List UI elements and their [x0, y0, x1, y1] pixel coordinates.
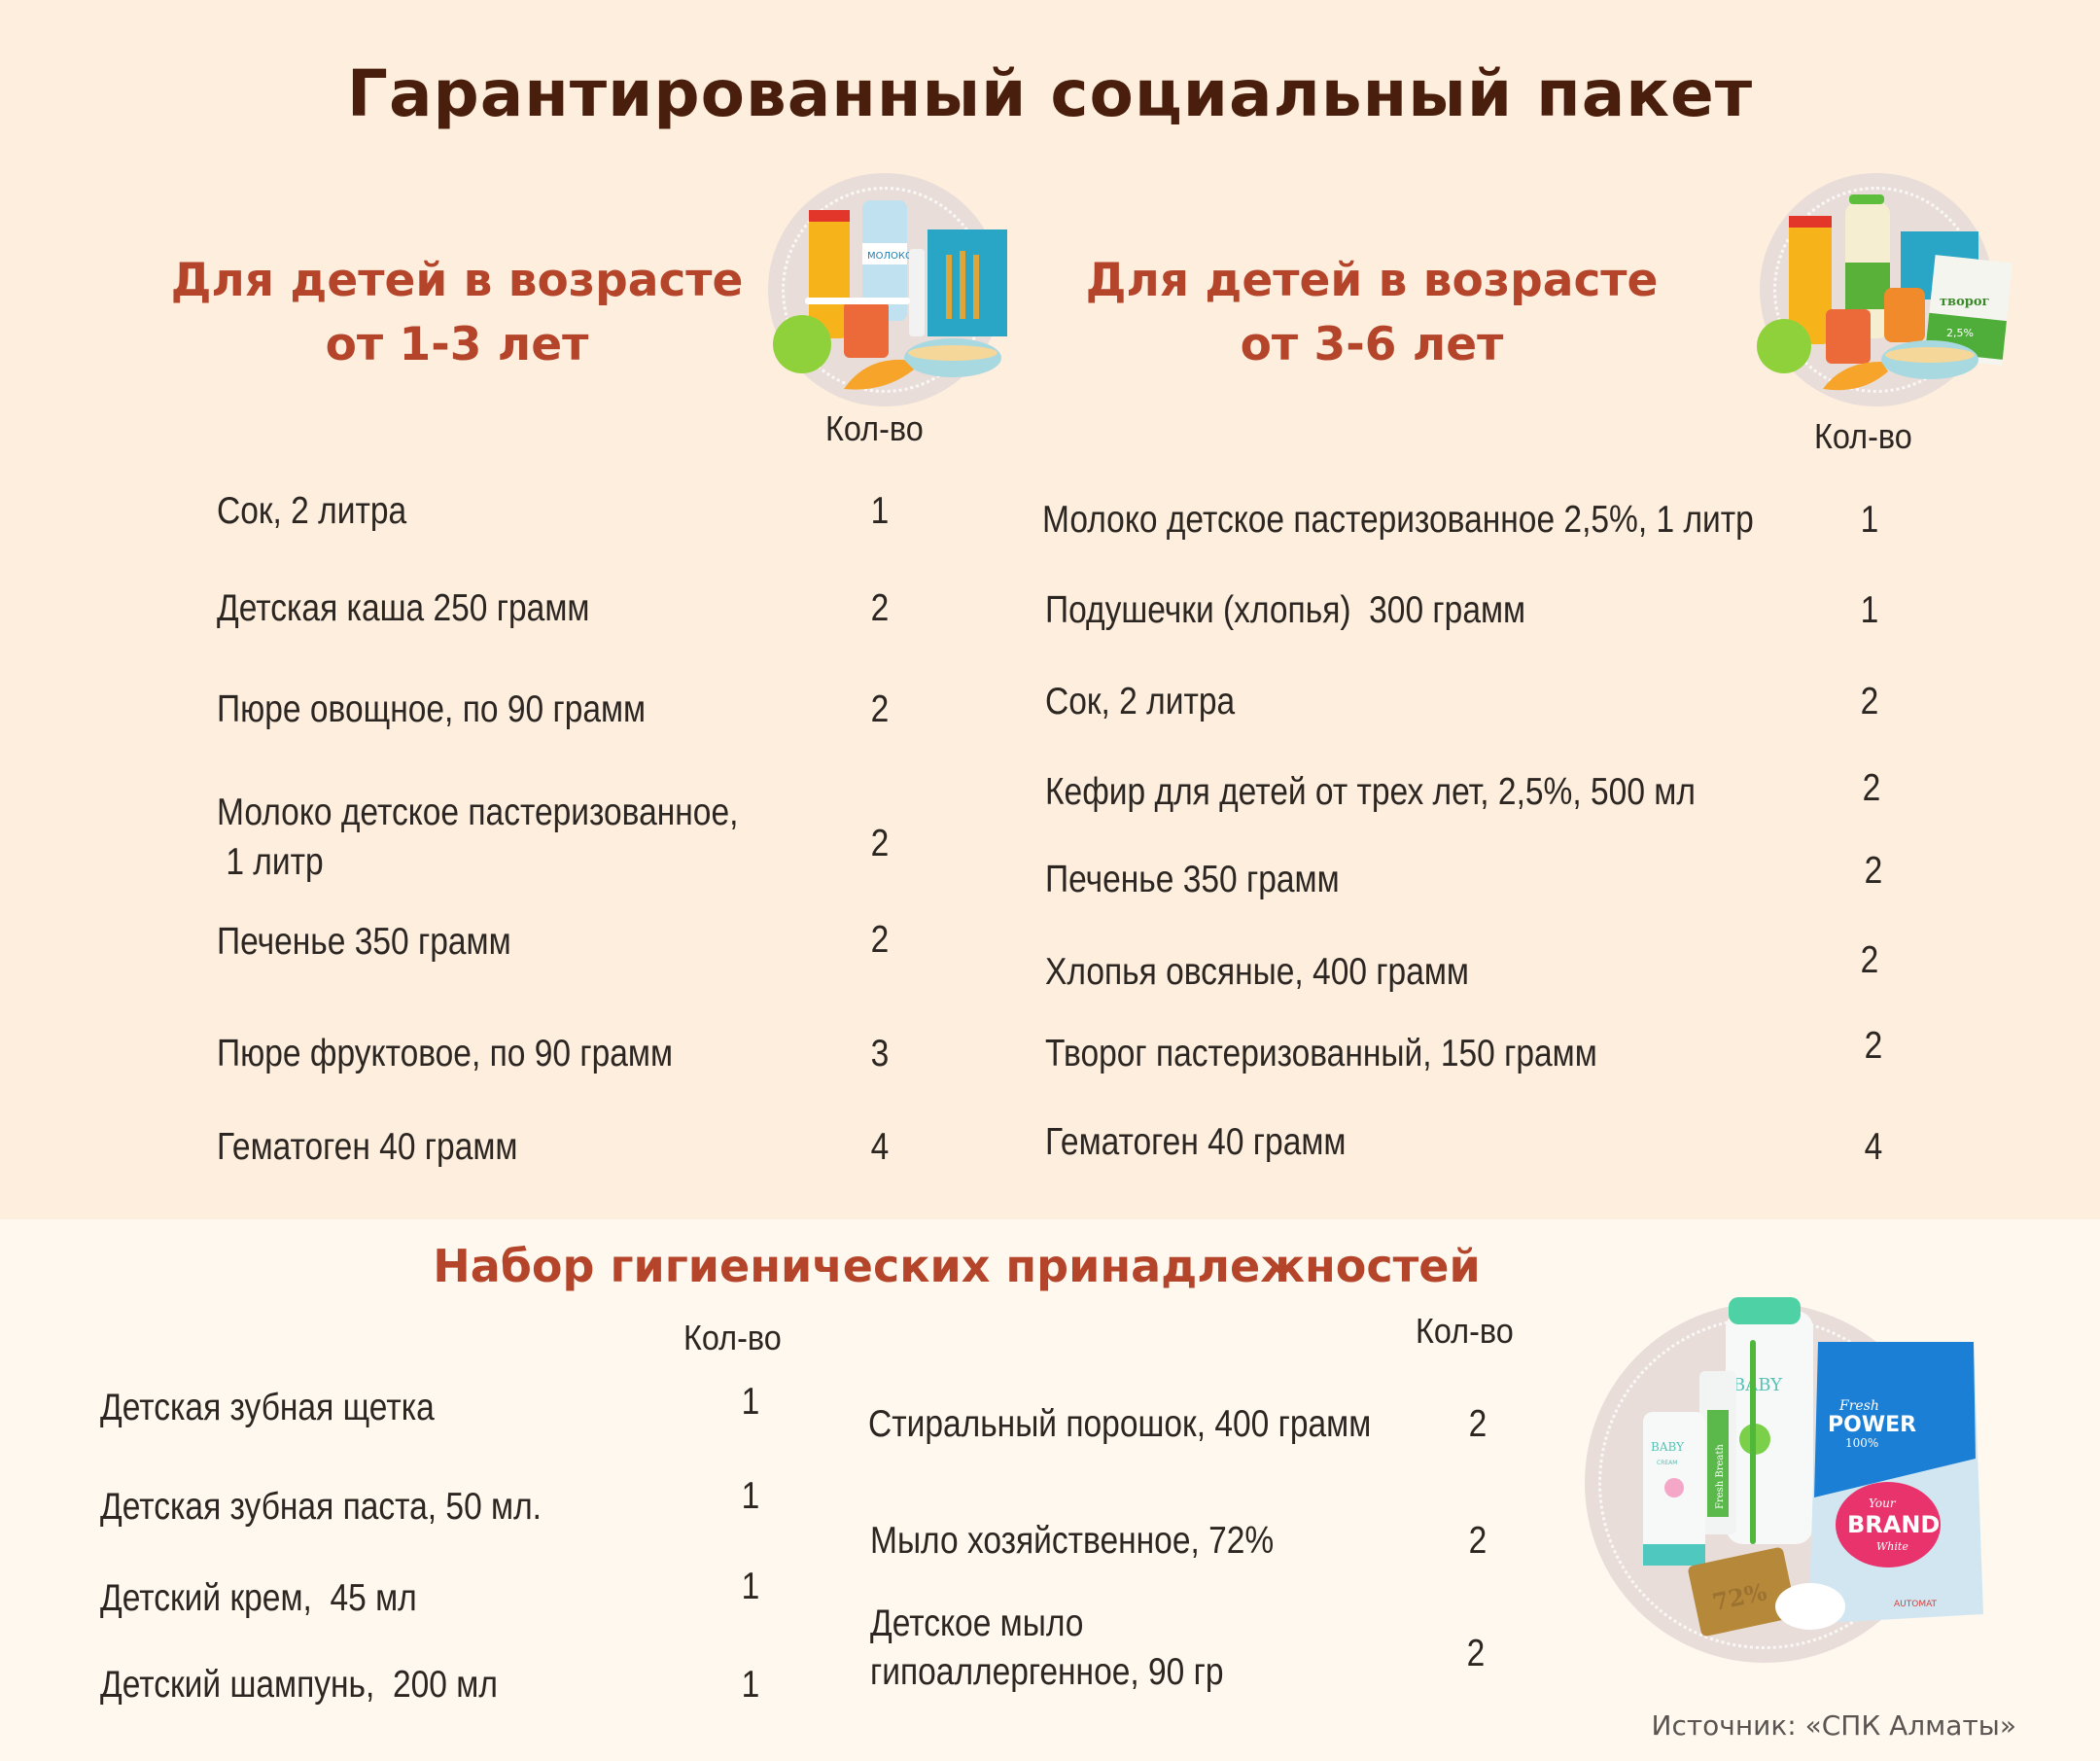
svg-text:2,5%: 2,5% [1946, 327, 1974, 339]
item-name: Печенье 350 грамм [1045, 859, 1340, 900]
item-name: Детская зубная паста, 50 мл. [100, 1486, 542, 1528]
svg-text:AUTOMAT: AUTOMAT [1894, 1600, 1938, 1609]
item-name: Пюре овощное, по 90 грамм [217, 688, 647, 730]
dairy-food-illustration-icon: творог 2,5% [1740, 173, 2012, 426]
item-name: Детский шампунь, 200 мл [100, 1664, 498, 1706]
item-name: Творог пастеризованный, 150 грамм [1045, 1033, 1597, 1074]
top-section-background [0, 0, 2100, 1219]
item-qty: 2 [1864, 850, 1883, 892]
source-caption: Источник: «СПК Алматы» [1651, 1709, 2016, 1742]
heading-line: Для детей в возрасте [1085, 254, 1659, 307]
group-3-6-heading: Для детей в возрасте от 3-6 лет [1041, 249, 1702, 377]
item-name-line2: гипоаллергенное, 90 гр [870, 1651, 1224, 1693]
item-qty: 1 [1860, 589, 1879, 631]
item-name: Сок, 2 литра [217, 490, 407, 532]
item-qty: 2 [1860, 681, 1879, 722]
item-qty: 2 [870, 919, 890, 961]
item-name: Детская зубная щетка [100, 1387, 435, 1428]
item-name: Сок, 2 литра [1045, 681, 1236, 722]
item-qty: 2 [870, 688, 890, 730]
page-title: Гарантированный социальный пакет [346, 56, 1754, 131]
svg-text:POWER: POWER [1828, 1413, 1916, 1437]
item-name: Детское мыло [870, 1603, 1084, 1644]
item-name: Мыло хозяйственное, 72% [870, 1520, 1275, 1562]
item-name: Подушечки (хлопья) 300 грамм [1045, 589, 1526, 631]
heading-line: от 3-6 лет [1240, 318, 1504, 371]
hygiene-heading: Набор гигиенических принадлежностей [433, 1240, 1481, 1292]
svg-text:100%: 100% [1845, 1436, 1878, 1450]
svg-text:МОЛОКО: МОЛОКО [867, 251, 913, 262]
item-qty: 1 [741, 1566, 760, 1607]
heading-line: от 1-3 лет [325, 318, 589, 371]
svg-text:Fresh Breath: Fresh Breath [1715, 1444, 1726, 1509]
item-qty: 2 [870, 823, 890, 864]
baby-food-illustration-icon: МОЛОКО [758, 173, 1011, 426]
item-name: Кефир для детей от трех лет, 2,5%, 500 м… [1045, 771, 1696, 813]
item-qty: 2 [1862, 767, 1881, 809]
hygiene-products-illustration-icon: BABY Fresh Breath BABY CREAM Fresh POWER… [1585, 1284, 1983, 1663]
svg-text:BABY: BABY [1732, 1375, 1783, 1395]
item-name: Хлопья овсяные, 400 грамм [1045, 951, 1469, 993]
item-name: Стиральный порошок, 400 грамм [868, 1403, 1372, 1445]
item-name: Печенье 350 грамм [217, 921, 511, 963]
qty-column-header: Кол-во [683, 1318, 782, 1357]
qty-column-header: Кол-во [1814, 416, 1912, 456]
svg-text:CREAM: CREAM [1657, 1460, 1677, 1466]
svg-text:White: White [1876, 1540, 1908, 1553]
item-qty: 2 [1468, 1403, 1488, 1445]
svg-text:Your: Your [1869, 1497, 1897, 1510]
item-qty: 1 [741, 1664, 760, 1706]
item-name: Детская каша 250 грамм [217, 587, 590, 629]
group-1-3-heading: Для детей в возрасте от 1-3 лет [126, 249, 788, 377]
item-qty: 4 [870, 1126, 890, 1168]
item-name: Детский крем, 45 мл [100, 1577, 417, 1619]
svg-text:творог: творог [1940, 295, 1990, 309]
heading-line: Для детей в возрасте [170, 254, 744, 307]
item-qty: 3 [870, 1033, 890, 1074]
item-qty: 1 [741, 1381, 760, 1423]
item-qty: 2 [1468, 1520, 1488, 1562]
item-name: Молоко детское пастеризованное 2,5%, 1 л… [1042, 499, 1754, 541]
item-name: Молоко детское пастеризованное, [217, 792, 739, 833]
item-name: Гематоген 40 грамм [217, 1126, 518, 1168]
qty-column-header: Кол-во [1416, 1311, 1514, 1351]
item-name: Гематоген 40 грамм [1045, 1121, 1347, 1163]
item-qty: 2 [1864, 1025, 1883, 1067]
svg-text:Fresh: Fresh [1838, 1398, 1879, 1414]
item-qty: 1 [1860, 499, 1879, 541]
item-qty: 4 [1864, 1126, 1883, 1168]
item-qty: 1 [870, 490, 890, 532]
svg-text:BABY: BABY [1651, 1440, 1685, 1454]
qty-column-header: Кол-во [825, 408, 924, 448]
item-qty: 2 [870, 587, 890, 629]
item-qty: 2 [1860, 939, 1879, 981]
svg-text:BRAND: BRAND [1847, 1511, 1940, 1538]
item-name-line2: 1 литр [217, 841, 324, 883]
item-name: Пюре фруктовое, по 90 грамм [217, 1033, 674, 1074]
item-qty: 2 [1466, 1633, 1486, 1674]
item-qty: 1 [741, 1475, 760, 1517]
